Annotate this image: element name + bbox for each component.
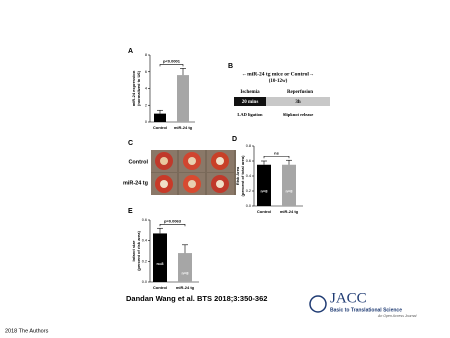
y-tick-label: 0.0 [246,204,251,208]
y-tick-label: 0.2 [142,259,147,263]
x-tick-label: miR-24 tg [280,209,299,214]
panel-label: E [128,208,133,215]
bar [178,253,192,282]
row-label: miR-24 tg [123,180,148,186]
y-axis-label: (normalized to U6) [136,70,141,106]
journal-tagline: An Open Access Journal [377,314,417,318]
bar-label: n=8 [181,271,189,276]
x-tick-label: miR-24 tg [174,125,193,130]
panel-label: A [128,48,133,55]
bar-label: n=8 [156,261,164,266]
annotation: p=0.0063 [164,218,182,223]
phase-event: LAD ligation [237,112,263,117]
phase-duration: 20 mins [242,100,259,105]
y-axis-label: Risk Area [235,166,240,185]
protocol-title: ←miR-24 tg mice or Control→ [242,71,315,77]
y-tick-label: 0.4 [246,174,251,178]
y-tick-label: 8 [145,53,147,57]
y-axis-label: (percent of total area) [240,155,245,197]
y-tick-label: 6 [145,70,147,74]
x-tick-label: Control [257,209,271,214]
logo-emblem [309,295,327,313]
protocol-subtitle: (10-12w) [269,79,288,84]
bar [282,164,296,206]
y-tick-label: 0 [145,120,147,124]
phase-duration: 3h [295,100,301,105]
significance-bracket [159,223,186,227]
x-tick-label: Control [153,285,167,290]
bar [154,113,166,122]
logo-text: JACC [330,290,367,306]
x-tick-label: miR-24 tg [176,285,195,290]
journal-name: Basic to Translational Science [330,307,402,313]
significance-bracket [159,64,184,67]
ischemia-bar [234,97,266,106]
y-tick-label: 0.6 [142,218,147,222]
phase-event: Slipknot release [283,112,314,117]
row-label: Control [128,159,148,165]
citation: Dandan Wang et al. BTS 2018;3:350-362 [126,294,267,303]
y-tick-label: 2 [145,103,147,107]
y-tick-label: 0.4 [142,239,147,243]
annotation: ns [274,150,279,155]
y-tick-label: 0.6 [246,159,251,163]
y-tick-label: 0.0 [142,280,147,284]
bar [153,233,167,282]
panel-label: C [128,140,133,147]
y-axis-label: miR-24 expression [131,70,136,106]
significance-bracket [263,155,290,159]
phase-name: Ischemia [240,90,260,95]
phase-name: Reperfusion [287,90,313,95]
bar-label: n=8 [285,188,293,193]
heart-slices [151,150,236,195]
panel-label: B [228,63,233,70]
y-axis-label: (percent of risk area) [136,231,141,271]
y-tick-label: 4 [145,87,147,91]
x-tick-label: Control [153,125,167,130]
reperfusion-bar [266,97,330,106]
bar-label: n=8 [260,188,268,193]
bar [177,75,189,122]
y-tick-label: 0.2 [246,189,251,193]
annotation: p<0.0001 [163,58,181,63]
bar [257,164,271,206]
y-axis-label: Infarct size [131,240,136,262]
y-tick-label: 0.8 [246,144,251,148]
panel-label: D [232,136,237,143]
copyright: 2018 The Authors [5,328,49,334]
